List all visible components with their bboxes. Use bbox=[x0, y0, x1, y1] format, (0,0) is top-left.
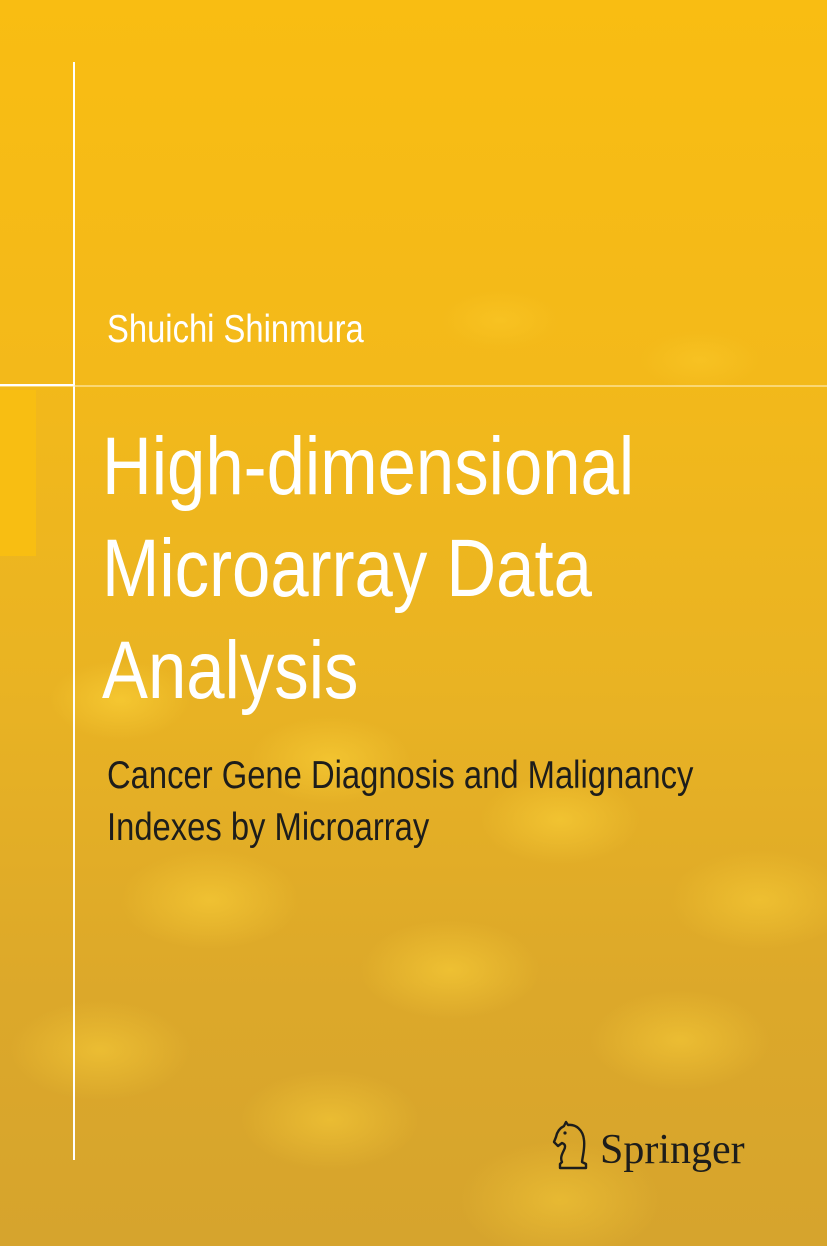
title-line: Analysis bbox=[102, 625, 359, 716]
subtitle-line: Cancer Gene Diagnosis and Malignancy bbox=[107, 754, 694, 797]
title-line: High-dimensional bbox=[102, 421, 635, 512]
vertical-rule bbox=[73, 62, 75, 1160]
side-tab bbox=[0, 390, 36, 556]
publisher-logo bbox=[552, 1120, 588, 1170]
publisher: Springer bbox=[600, 1127, 745, 1173]
horizontal-rule-accent bbox=[0, 384, 74, 386]
horizontal-rule bbox=[0, 385, 827, 387]
subtitle-line: Indexes by Microarray bbox=[107, 806, 430, 849]
author: Shuichi Shinmura bbox=[107, 308, 364, 351]
title-line: Microarray Data bbox=[102, 523, 592, 614]
